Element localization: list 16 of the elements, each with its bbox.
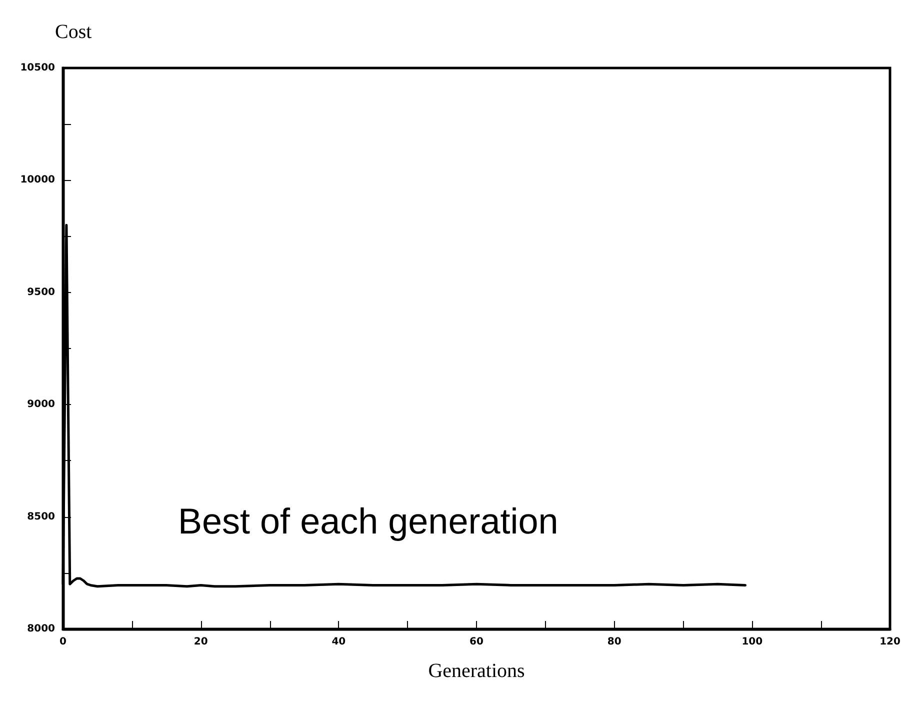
x-tick-label: 0 — [60, 636, 67, 648]
y-tick-label: 8000 — [27, 624, 56, 634]
x-tick-label: 120 — [880, 636, 900, 648]
x-tick-label: 80 — [607, 636, 622, 648]
y-tick-label: 10000 — [20, 174, 56, 186]
x-tick-label: 40 — [332, 636, 346, 648]
annotation: Best of each generation — [178, 500, 558, 542]
x-axis-title: Generations — [428, 660, 526, 682]
y-axis-title: Cost — [55, 21, 92, 43]
y-tick-label: 10500 — [20, 62, 56, 74]
x-tick-label: 60 — [470, 636, 484, 648]
y-tick-label: 9000 — [27, 399, 56, 410]
y-tick-label: 8500 — [27, 511, 56, 522]
x-tick-label: 100 — [742, 636, 763, 648]
x-tick-label: 20 — [194, 636, 208, 648]
y-tick-label: 9500 — [27, 286, 56, 298]
